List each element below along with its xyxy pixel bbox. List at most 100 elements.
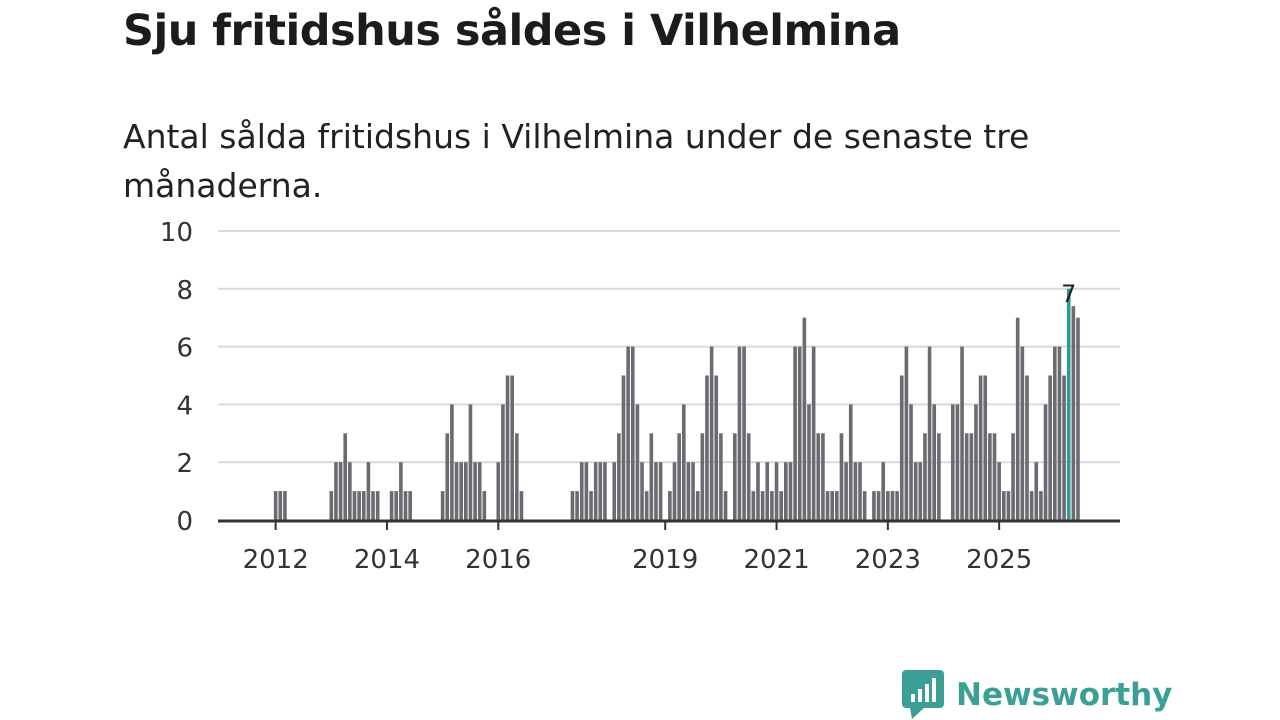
bar — [913, 462, 918, 520]
bar — [348, 462, 352, 520]
bar — [695, 491, 700, 520]
bar — [403, 491, 408, 520]
bar — [872, 491, 876, 520]
bar — [784, 462, 788, 520]
bar — [950, 404, 955, 520]
bar — [899, 375, 904, 520]
bar — [1006, 491, 1011, 520]
bar — [450, 404, 454, 520]
x-tick-label: 2025 — [966, 545, 1032, 575]
bar — [830, 491, 835, 520]
bar — [329, 491, 334, 520]
bar — [454, 462, 459, 520]
bar — [1076, 317, 1080, 520]
bar — [774, 462, 779, 520]
bar — [515, 433, 519, 520]
bar — [964, 433, 969, 520]
y-tick-label: 10 — [160, 218, 193, 248]
bar — [440, 491, 445, 520]
bar — [570, 491, 575, 520]
bar — [672, 462, 677, 520]
bar — [881, 462, 886, 520]
bar — [992, 433, 997, 520]
bar — [408, 491, 412, 520]
highlight-value-label: 7 — [1061, 280, 1076, 308]
bar — [709, 346, 714, 520]
bar — [890, 491, 895, 520]
bar — [283, 491, 287, 520]
bar — [501, 404, 505, 520]
bar — [681, 404, 686, 520]
bar — [575, 491, 579, 520]
bar — [788, 462, 793, 520]
data-labels: 7 — [1061, 280, 1076, 308]
x-tick-label: 2023 — [855, 545, 921, 575]
bar — [334, 462, 338, 520]
bar — [1011, 433, 1015, 520]
bar — [807, 404, 811, 520]
bar — [811, 346, 816, 520]
bar — [375, 491, 380, 520]
bar — [923, 433, 927, 520]
bar — [751, 491, 756, 520]
bar — [1029, 491, 1034, 520]
y-tick-label: 4 — [176, 391, 193, 421]
bar — [644, 491, 649, 520]
bar — [482, 491, 487, 520]
bar — [904, 346, 909, 520]
bar — [371, 491, 375, 520]
bar — [1015, 317, 1020, 520]
bar — [723, 491, 728, 520]
bar — [742, 346, 746, 520]
bar — [686, 462, 691, 520]
bar — [700, 433, 705, 520]
bar — [821, 433, 825, 520]
bar — [1053, 346, 1057, 520]
brand-name: Newsworthy — [956, 677, 1173, 713]
bar — [802, 317, 807, 520]
bar — [691, 462, 695, 520]
bar — [626, 346, 630, 520]
bar — [719, 433, 723, 520]
bar — [737, 346, 742, 520]
y-tick-label: 8 — [176, 276, 193, 306]
bar — [714, 375, 719, 520]
bar — [732, 433, 737, 520]
bar — [746, 433, 751, 520]
newsworthy-brand: Newsworthy — [902, 670, 1172, 720]
bars — [273, 288, 1080, 520]
bar — [361, 491, 366, 520]
bar — [862, 491, 867, 520]
bar — [927, 346, 932, 520]
bar — [649, 433, 654, 520]
bar — [278, 491, 283, 520]
bar — [510, 375, 514, 520]
y-axis-tick-labels: 0 2 4 6 8 10 — [160, 218, 193, 537]
bar — [797, 346, 802, 520]
x-axis — [218, 519, 1120, 530]
bar — [640, 462, 644, 520]
x-tick-label: 2021 — [743, 545, 809, 575]
bar — [997, 462, 1001, 520]
bar — [895, 491, 899, 520]
bar — [394, 491, 399, 520]
bar — [955, 404, 960, 520]
bar — [366, 462, 371, 520]
bar — [756, 462, 760, 520]
bar — [343, 433, 348, 520]
bar — [654, 462, 658, 520]
bar — [960, 346, 964, 520]
bar — [705, 375, 709, 520]
bar — [853, 462, 858, 520]
bar — [1034, 462, 1039, 520]
bar — [658, 462, 663, 520]
highlight-bar — [1066, 288, 1071, 520]
bar — [389, 491, 394, 520]
bar — [399, 462, 403, 520]
bar — [765, 462, 770, 520]
x-tick-label: 2012 — [243, 545, 309, 575]
bar-chart: 0 2 4 6 8 10 2012 2014 2016 2019 2021 2023 2025 7 — [160, 218, 1120, 575]
bar — [352, 491, 357, 520]
bar — [668, 491, 672, 520]
chart-title: Sju fritidshus såldes i Vilhelmina — [123, 6, 901, 56]
